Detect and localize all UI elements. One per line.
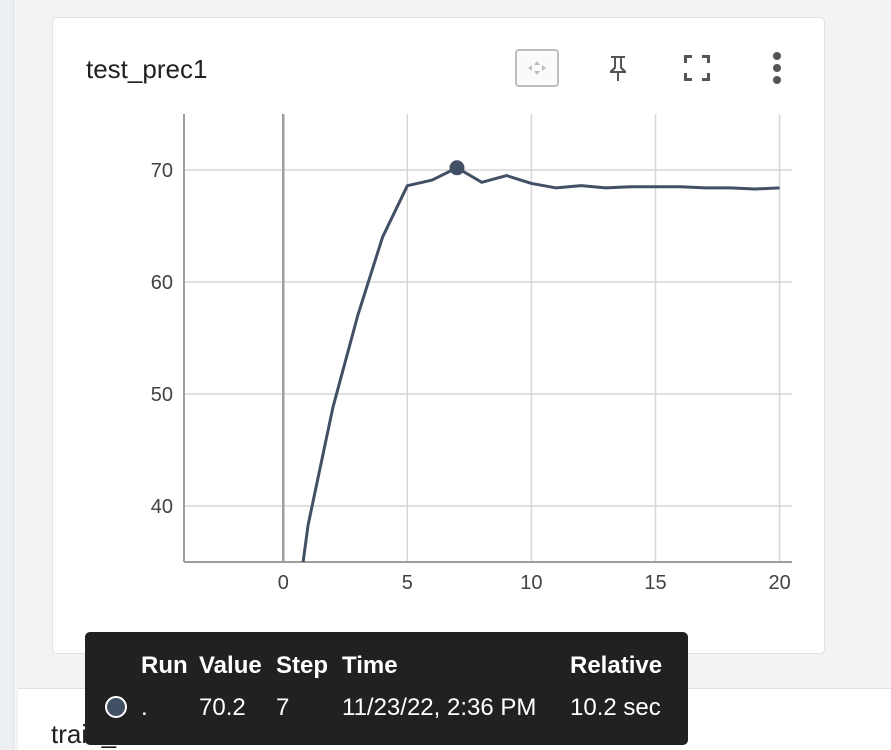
fullscreen-button[interactable]: [675, 49, 719, 87]
fit-domain-button[interactable]: [515, 49, 559, 87]
pin-icon: [610, 56, 626, 81]
y-tick-label: 40: [151, 496, 173, 518]
y-tick-label: 70: [151, 160, 173, 182]
run-color-dot: [105, 696, 127, 718]
tooltip-header-step: Step: [276, 652, 329, 679]
fullscreen-icon: [684, 55, 710, 81]
highlight-point: [449, 160, 465, 176]
left-rail: [0, 0, 14, 749]
tooltip-run: .: [141, 694, 148, 721]
more-vert-icon: [773, 52, 781, 84]
chart-axes: [183, 114, 792, 563]
series-line: [301, 166, 780, 563]
tooltip-header-time: Time: [342, 652, 398, 679]
tooltip-step: 7: [276, 694, 290, 721]
card-title: test_prec1: [86, 54, 208, 84]
x-tick-label: 15: [644, 572, 666, 594]
x-tick-label: 0: [278, 572, 289, 594]
x-tick-label: 10: [520, 572, 542, 594]
chart-tooltip: Run Value Step Time Relative . 70.2 7 11…: [85, 632, 688, 745]
tooltip-header-run: Run: [141, 652, 188, 679]
tooltip-header-value: Value: [199, 652, 262, 679]
x-tick-label: 20: [768, 572, 790, 594]
tooltip-header-relative: Relative: [570, 652, 663, 679]
y-tick-label: 50: [151, 384, 173, 406]
scalar-card: test_prec1: [52, 17, 825, 654]
chart-tick-labels: 0 5 10 15 20 40 50 60 70: [151, 160, 791, 594]
pin-button[interactable]: [596, 49, 640, 87]
tooltip-value: 70.2: [199, 694, 246, 721]
tooltip-relative: 10.2 sec: [570, 694, 661, 721]
x-tick-label: 5: [402, 572, 413, 594]
chart-series: [301, 160, 780, 563]
more-options-button[interactable]: [755, 49, 799, 87]
tooltip-time: 11/23/22, 2:36 PM: [342, 694, 537, 721]
fit-domain-icon: [528, 61, 546, 75]
y-tick-label: 60: [151, 272, 173, 294]
